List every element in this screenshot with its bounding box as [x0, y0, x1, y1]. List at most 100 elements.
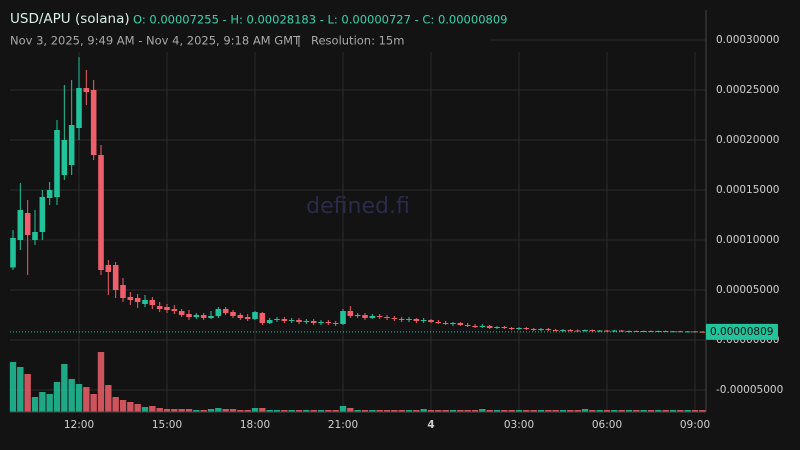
- volume-bar: [655, 410, 662, 412]
- candle-body: [24, 213, 31, 235]
- candle-body: [472, 326, 478, 327]
- volume-bar: [112, 397, 119, 412]
- candle-body: [222, 309, 229, 313]
- volume-bar: [501, 410, 508, 412]
- volume-bar: [61, 364, 68, 412]
- candle-body: [442, 323, 449, 324]
- candle-body: [149, 300, 156, 305]
- volume-bar: [97, 352, 105, 412]
- ohlc-label: O: 0.00007255 - H: 0.00028183 - L: 0.000…: [133, 13, 507, 27]
- volume-bar: [479, 409, 486, 412]
- header-bg: [0, 0, 490, 52]
- candle-body: [32, 232, 38, 240]
- volume-bar: [545, 410, 552, 412]
- volume-bar: [237, 410, 244, 412]
- volume-bar: [662, 410, 669, 412]
- candle-body: [178, 311, 185, 315]
- volume-bar: [354, 410, 361, 412]
- candle-body: [68, 125, 75, 165]
- candle-body: [428, 320, 434, 322]
- volume-bar: [691, 410, 699, 412]
- volume-bar: [508, 410, 515, 412]
- candle-body: [120, 285, 126, 298]
- volume-bar: [449, 410, 457, 412]
- x-tick-label: 09:00: [680, 419, 710, 431]
- y-tick-label: 0.00005000: [716, 284, 779, 296]
- candle-body: [516, 328, 522, 329]
- volume-bar: [486, 410, 493, 412]
- volume-bar: [259, 408, 266, 412]
- volume-bar: [684, 410, 691, 412]
- volume-bar: [464, 410, 471, 412]
- candle-body: [134, 298, 141, 302]
- candle-body: [486, 326, 493, 328]
- candle-body: [508, 328, 515, 329]
- candle-body: [303, 321, 310, 322]
- candle-body: [200, 315, 207, 318]
- candle-body: [633, 331, 640, 332]
- volume-bar: [171, 409, 178, 412]
- candle-body: [274, 319, 280, 320]
- candle-body: [560, 330, 566, 331]
- candle-body: [347, 311, 354, 316]
- volume-bar: [699, 410, 706, 412]
- candle-body: [156, 306, 163, 309]
- volume-bar: [251, 408, 259, 412]
- candle-body: [501, 327, 508, 328]
- volume-bar: [420, 409, 427, 412]
- volume-bar: [574, 410, 581, 412]
- volume-bar: [149, 406, 156, 412]
- last-price-box: [706, 323, 778, 340]
- volume-bar: [339, 406, 347, 412]
- volume-bar: [398, 410, 405, 412]
- candle-body: [54, 130, 60, 197]
- candle-body: [611, 330, 618, 332]
- volume-bar: [24, 374, 31, 412]
- volume-bar: [90, 394, 97, 412]
- volume-bar: [376, 410, 383, 412]
- volume-bar: [207, 409, 215, 412]
- candle-body: [61, 140, 68, 175]
- volume-bar: [442, 410, 449, 412]
- volume-bar: [9, 362, 17, 412]
- candle-body: [413, 319, 420, 321]
- candle-body: [46, 190, 53, 198]
- volume-bar: [457, 410, 464, 412]
- volume-bar: [383, 410, 391, 412]
- volume-bar: [53, 382, 61, 412]
- candle-body: [98, 155, 104, 270]
- volume-bar: [405, 410, 413, 412]
- candle-body: [479, 326, 486, 327]
- y-tick-label: 0.00020000: [716, 134, 779, 146]
- volume-bar: [75, 384, 83, 412]
- volume-bar: [127, 402, 134, 412]
- grid: [10, 39, 706, 412]
- subtitle: Nov 3, 2025, 9:49 AM - Nov 4, 2025, 9:18…: [10, 34, 301, 48]
- candle-body: [662, 331, 669, 332]
- candle-body: [76, 88, 82, 128]
- candle-body: [589, 330, 596, 331]
- candle-body: [567, 330, 574, 331]
- candle-body: [574, 330, 581, 332]
- volume-bar: [332, 410, 339, 412]
- candle-body: [420, 320, 427, 321]
- candle-body: [10, 238, 16, 268]
- volume-bar: [39, 392, 46, 412]
- candle-body: [376, 316, 383, 317]
- volume-bar: [46, 394, 53, 412]
- candle-body: [648, 331, 654, 332]
- watermark: defined.fi: [306, 194, 410, 219]
- volume-bar: [273, 410, 281, 412]
- candle-body: [340, 311, 346, 324]
- x-tick-label: 12:00: [64, 419, 94, 431]
- candle-body: [127, 297, 134, 300]
- candle-body: [318, 322, 324, 323]
- volume-bar: [391, 410, 398, 412]
- volume-bar: [347, 408, 354, 412]
- candle-body: [332, 323, 339, 324]
- volume-bar: [156, 408, 163, 412]
- candle-body: [684, 331, 691, 333]
- volume-bar: [537, 410, 545, 412]
- volume-bar: [640, 410, 647, 412]
